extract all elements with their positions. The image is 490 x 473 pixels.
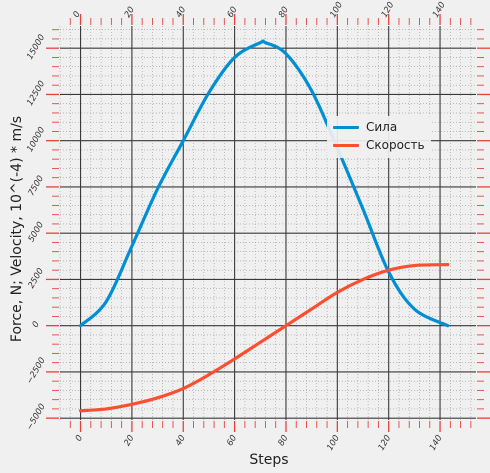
x-tick-label-top: 100 — [328, 0, 345, 19]
y-tick-label: 5000 — [27, 220, 46, 244]
x-tick-label-bottom: 140 — [428, 434, 445, 453]
y-tick-label: −5000 — [25, 402, 48, 432]
legend-label-force: Сила — [366, 120, 398, 134]
series-line-velocity — [78, 263, 450, 413]
y-tick-label: 15000 — [25, 33, 47, 61]
legend-swatch-force — [333, 125, 359, 129]
y-tick-label: 0 — [31, 320, 42, 330]
legend-label-velocity: Скорость — [366, 138, 425, 152]
legend-item-force: Сила — [333, 120, 397, 134]
x-tick-label-top: 120 — [380, 0, 397, 19]
y-tick-label: 7500 — [27, 174, 46, 198]
x-tick-label-bottom: 40 — [174, 434, 188, 448]
x-tick-label-bottom: 120 — [377, 434, 394, 453]
y-tick-label: 12500 — [25, 79, 47, 107]
y-tick-label: −2500 — [25, 356, 48, 386]
y-axis-label: Force, N; Velocity, 10^(-4) * m/s — [9, 116, 25, 342]
x-axis-label: Steps — [249, 452, 288, 468]
x-tick-label-top: 40 — [174, 5, 188, 19]
x-tick-label-bottom: 60 — [225, 434, 239, 448]
legend-swatch-velocity — [333, 143, 359, 147]
y-tick-label: 2500 — [27, 267, 46, 291]
x-tick-label-top: 0 — [71, 10, 82, 20]
series-line-force — [78, 39, 450, 328]
legend-item-velocity: Скорость — [333, 138, 425, 152]
legend: Сила Скорость — [327, 116, 431, 158]
x-tick-label-bottom: 20 — [122, 434, 136, 448]
x-tick-label-bottom: 100 — [325, 434, 342, 453]
x-tick-label-bottom: 0 — [74, 434, 85, 444]
x-tick-label-top: 20 — [123, 5, 137, 19]
x-tick-label-top: 60 — [226, 5, 240, 19]
y-tick-label: 10000 — [25, 125, 47, 153]
x-tick-label-bottom: 80 — [276, 434, 290, 448]
x-tick-label-top: 80 — [277, 5, 291, 19]
x-tick-label-top: 140 — [431, 0, 448, 19]
